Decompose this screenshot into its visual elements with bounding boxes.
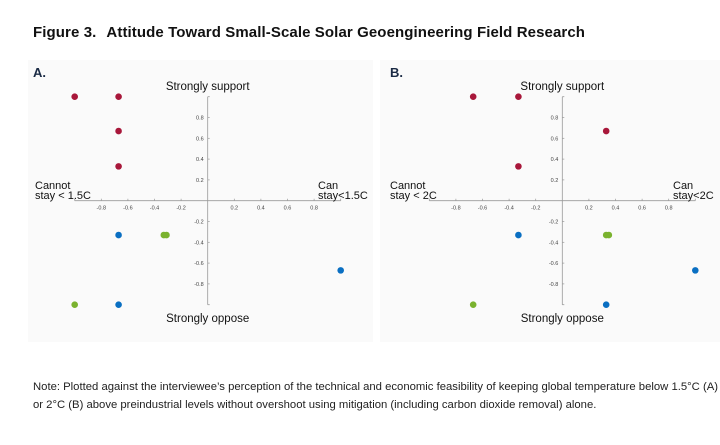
panel-b-letter: B. bbox=[390, 65, 403, 80]
panel-b-x-tick-label: -0.6 bbox=[478, 206, 487, 212]
panel-b-y-tick-label: -0.4 bbox=[549, 240, 558, 246]
panel-a-point-red bbox=[71, 93, 78, 100]
panel-b-x-tick-label: -0.2 bbox=[531, 206, 540, 212]
panel-a-x-tick-label: 0.4 bbox=[257, 206, 265, 212]
panel-a-point-green bbox=[163, 231, 170, 239]
figure-note: Note: Plotted against the interviewee’s … bbox=[33, 381, 719, 411]
panel-b-y-tick-label: 0.8 bbox=[551, 116, 559, 122]
panel-a-point-red bbox=[115, 127, 122, 135]
panel-a-point-red bbox=[115, 93, 122, 100]
panel-b-y-tick-label: -0.2 bbox=[549, 220, 558, 226]
panel-a-y-tick-label: 0.8 bbox=[196, 116, 204, 122]
panel-a-y-tick-label: 0.2 bbox=[196, 178, 204, 184]
panel-b-point-red bbox=[602, 127, 610, 135]
panel-a-x-tick-label: 0.8 bbox=[310, 206, 318, 212]
panel-b-y-tick-label: 0.6 bbox=[551, 136, 559, 142]
panel-b-point-red bbox=[515, 93, 522, 100]
panel-b-point-blue bbox=[692, 267, 699, 274]
panel-a-top-label: Strongly support bbox=[166, 81, 251, 93]
panel-b-x-tick-label: 0.4 bbox=[612, 206, 620, 212]
panel-a-point-red bbox=[115, 163, 122, 170]
panel-b-y-tick-label: -0.8 bbox=[549, 282, 558, 288]
panel-a-right-label: stay<1.5C bbox=[318, 190, 368, 202]
panel-a-x-tick-label: -0.4 bbox=[150, 206, 159, 212]
panel-b-left-label: Cannot bbox=[390, 180, 425, 192]
panel-a-y-tick-label: -0.2 bbox=[194, 220, 203, 226]
panel-b-right-label: stay<2C bbox=[673, 190, 714, 202]
panel-b-point-blue bbox=[515, 231, 522, 239]
panel-b-left-label: stay < 2C bbox=[390, 190, 437, 202]
panel-a-point-blue bbox=[115, 231, 122, 239]
panel-a-letter: A. bbox=[33, 65, 46, 80]
panel-b-top-label: Strongly support bbox=[520, 81, 605, 93]
panel-a-x-tick-label: 0.6 bbox=[284, 206, 292, 212]
panel-a-point-blue bbox=[337, 267, 345, 274]
panel-b-point-red bbox=[469, 93, 477, 100]
figure-number: Figure 3. bbox=[33, 24, 97, 41]
panel-b-y-tick-label: 0.2 bbox=[551, 178, 559, 184]
panel-b-x-tick-label: 0.6 bbox=[638, 206, 646, 212]
panel-b-x-tick-label: 0.8 bbox=[665, 206, 673, 212]
panel-b-x-tick-label: -0.4 bbox=[504, 206, 513, 212]
panel-a-y-tick-label: -0.6 bbox=[194, 261, 203, 267]
panel-b-point-red bbox=[515, 163, 522, 170]
panel-a-y-tick-label: 0.4 bbox=[196, 157, 204, 163]
panel-a-point-blue bbox=[115, 301, 122, 309]
figure-title-text: Attitude Toward Small-Scale Solar Geoeng… bbox=[106, 24, 586, 41]
panel-a-left-label: stay < 1.5C bbox=[35, 190, 91, 202]
panel-a-x-tick-label: -0.6 bbox=[123, 206, 132, 212]
panel-b-y-tick-label: 0.4 bbox=[551, 157, 559, 163]
panel-a-x-tick-label: -0.2 bbox=[176, 206, 185, 212]
panel-a-x-tick-label: 0.2 bbox=[230, 206, 238, 212]
panel-b-x-tick-label: -0.8 bbox=[451, 206, 460, 212]
panel-b-point-green bbox=[605, 231, 613, 239]
panel-a-y-tick-label: -0.8 bbox=[194, 282, 203, 288]
panel-a-bottom-label: Strongly oppose bbox=[166, 313, 249, 325]
panel-a-y-tick-label: -0.4 bbox=[194, 240, 203, 246]
panel-a-point-green bbox=[71, 301, 78, 309]
panel-b-right-label: Can bbox=[673, 180, 693, 192]
panel-a-y-tick-label: 0.6 bbox=[196, 136, 204, 142]
panel-b-y-tick-label: -0.6 bbox=[549, 261, 558, 267]
panel-b-x-tick-label: 0.2 bbox=[585, 206, 593, 212]
panel-a-left-label: Cannot bbox=[35, 180, 70, 192]
panel-b-point-blue bbox=[602, 301, 610, 309]
panel-a-right-label: Can bbox=[318, 180, 338, 192]
panel-b-bottom-label: Strongly oppose bbox=[521, 313, 604, 325]
figure-title: Figure 3. Attitude Toward Small-Scale Sol… bbox=[33, 24, 595, 41]
panel-b-point-green bbox=[469, 301, 477, 309]
panel-a-x-tick-label: -0.8 bbox=[97, 206, 106, 212]
